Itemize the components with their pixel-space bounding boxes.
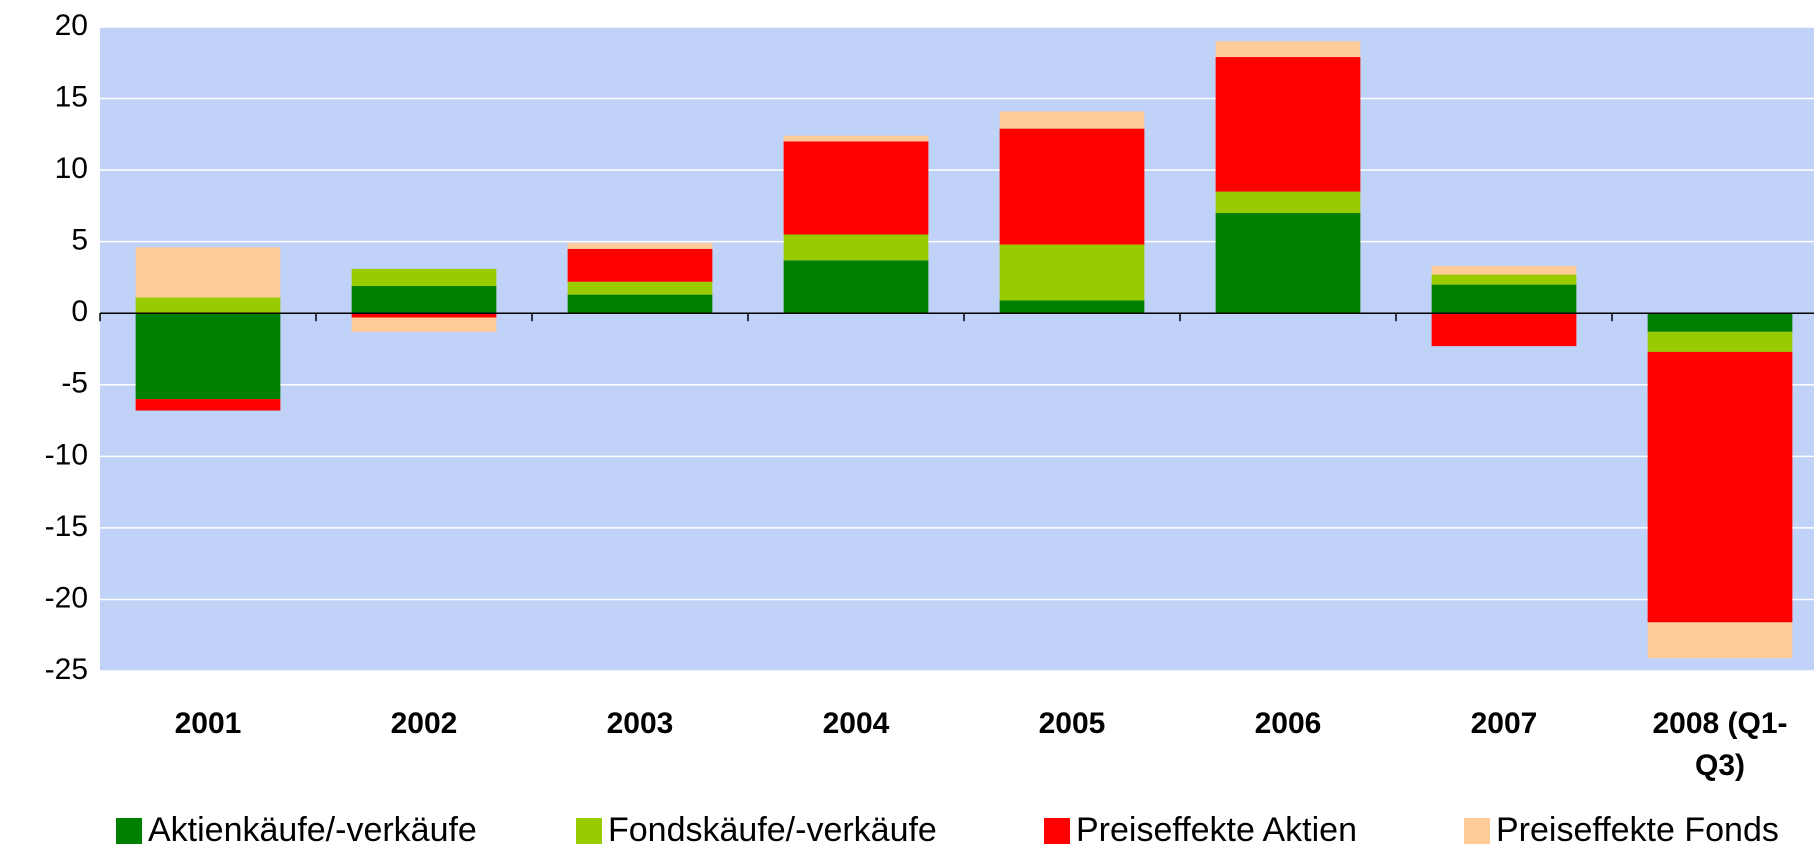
legend-label: Aktienkäufe/-verkäufe (148, 811, 477, 849)
y-tick-label: -5 (61, 367, 88, 400)
bar-segment (1431, 274, 1577, 285)
bar-segment (783, 135, 929, 142)
bar-segment (999, 111, 1145, 129)
legend-swatch (576, 818, 602, 844)
bar-segment (567, 294, 713, 314)
y-tick-label: -20 (45, 581, 88, 614)
bar-segment (1215, 213, 1361, 314)
bar-segment (1647, 313, 1793, 332)
x-tick-label-line: Q3) (1695, 749, 1745, 782)
bar-segment (999, 128, 1145, 245)
bar-segment (135, 297, 281, 314)
bar-segment (783, 260, 929, 314)
legend-label: Preiseffekte Aktien (1076, 811, 1357, 849)
y-tick-label: 20 (55, 9, 88, 42)
bar-segment (1431, 265, 1577, 275)
bar-segment (567, 281, 713, 295)
x-tick-label: 2001 (175, 707, 242, 740)
plot-area (100, 27, 1814, 671)
x-tick-label: 2005 (1039, 707, 1106, 740)
x-tick-label: 2008 (Q1- Q3) (1652, 707, 1787, 782)
bar-segment (135, 247, 281, 298)
y-tick-label: -10 (45, 438, 88, 471)
y-tick-label: -15 (45, 510, 88, 543)
bar-segment (567, 248, 713, 282)
x-tick-label: 2007 (1471, 707, 1538, 740)
y-tick-label: -25 (45, 653, 88, 686)
x-tick-label: 2003 (607, 707, 674, 740)
x-tick-label: 2006 (1255, 707, 1322, 740)
bar-segment (1431, 313, 1577, 347)
bar-segment (1431, 284, 1577, 314)
bar-segment (999, 244, 1145, 301)
bar-segment (783, 234, 929, 261)
bar-segment (351, 268, 497, 287)
bar-segment (567, 243, 713, 249)
bar-segment (135, 313, 281, 400)
y-tick-label: 10 (55, 152, 88, 185)
y-tick-label: 5 (71, 224, 88, 257)
bar-segment (1647, 331, 1793, 352)
x-tick-label-line: 2008 (Q1- (1652, 707, 1787, 740)
bar-segment (999, 300, 1145, 314)
bar-segment (1215, 41, 1361, 58)
legend-label: Fondskäufe/-verkäufe (608, 811, 937, 849)
bar-segment (135, 399, 281, 411)
bar-segment (1647, 351, 1793, 623)
legend-swatch (1464, 818, 1490, 844)
bar-segment (351, 317, 497, 332)
bar-segment (1647, 622, 1793, 659)
x-tick-label: 2002 (391, 707, 458, 740)
bar-segment (1215, 57, 1361, 192)
legend-swatch (1044, 818, 1070, 844)
bar-segment (351, 313, 497, 318)
legend-label: Preiseffekte Fonds (1496, 811, 1779, 849)
legend-swatch (116, 818, 142, 844)
y-tick-label: 15 (55, 80, 88, 113)
bar-segment (783, 141, 929, 235)
bar-segment (351, 286, 497, 314)
y-tick-label: 0 (71, 295, 88, 328)
x-tick-label: 2004 (823, 707, 890, 740)
bar-segment (1215, 191, 1361, 214)
